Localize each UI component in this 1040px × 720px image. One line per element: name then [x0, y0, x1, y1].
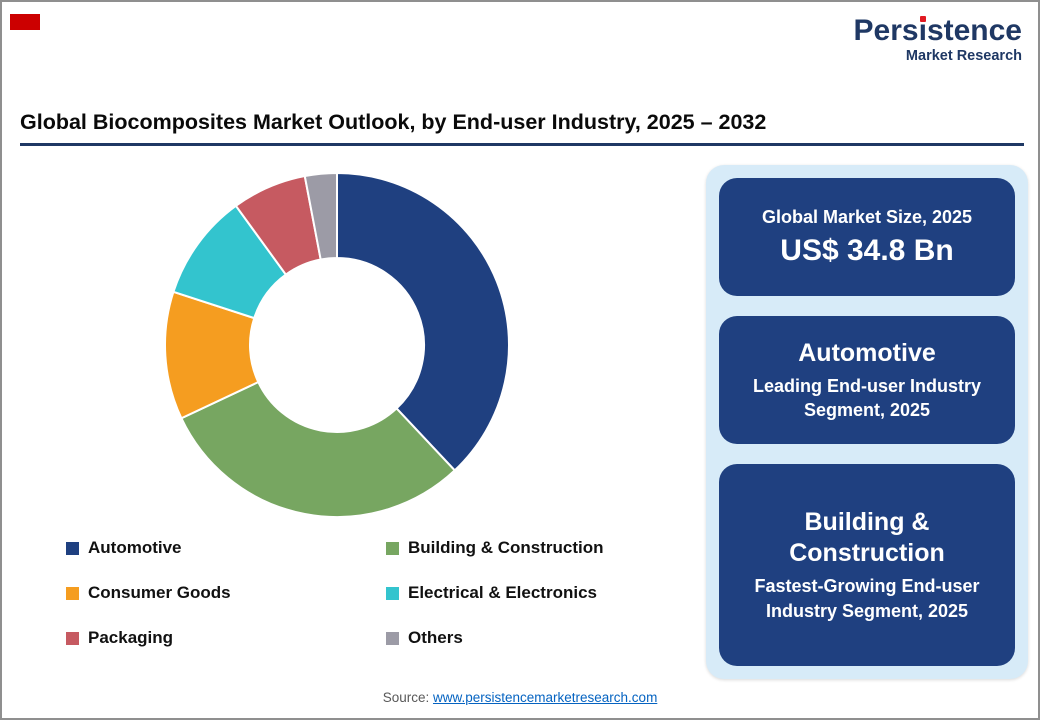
donut-chart: [164, 171, 510, 518]
title-underline: [20, 143, 1024, 146]
card-leading-segment-subtitle: Leading End-user Industry Segment, 2025: [752, 375, 982, 421]
logo-tagline: Market Research: [905, 48, 1022, 64]
card-fastest-growing-subtitle: Fastest-Growing End-user Industry Segmen…: [754, 576, 980, 621]
card-market-size-value: US$ 34.8 Bn: [780, 233, 954, 267]
brand-logo: Persı stence Market Research: [854, 16, 1022, 64]
source-label: Source:: [382, 690, 430, 705]
legend-label: Packaging: [88, 628, 174, 647]
legend-item-others: Others: [386, 628, 656, 648]
legend-swatch-electrical-electronics: [386, 586, 399, 600]
highlights-panel: Global Market Size, 2025 US$ 34.8 Bn Aut…: [706, 165, 1028, 679]
card-fastest-growing-title: Building & Construction: [789, 507, 945, 568]
source-link[interactable]: www.persistencemarketresearch.com: [432, 690, 658, 705]
donut-segment-building-construction: [180, 380, 457, 518]
legend-item-building-construction: Building & Construction: [386, 538, 656, 558]
donut-segment-others: [303, 171, 338, 261]
source-line: Source: www.persistencemarketresearch.co…: [2, 690, 1038, 705]
legend-label: Automotive: [88, 538, 182, 557]
card-fastest-growing-segment: Building & Construction Fastest-Growing …: [719, 464, 1015, 666]
red-corner-mark: [10, 14, 40, 30]
legend-label: Building & Construction: [408, 538, 604, 557]
legend-item-automotive: Automotive: [66, 538, 386, 558]
card-market-size: Global Market Size, 2025 US$ 34.8 Bn: [719, 178, 1015, 296]
legend-item-consumer-goods: Consumer Goods: [66, 583, 386, 603]
legend-label: Consumer Goods: [88, 583, 231, 602]
page-title: Global Biocomposites Market Outlook, by …: [20, 110, 767, 134]
card-market-size-title: Global Market Size, 2025: [761, 206, 973, 227]
legend-item-electrical-electronics: Electrical & Electronics: [386, 583, 656, 603]
legend-swatch-consumer-goods: [66, 586, 79, 600]
card-leading-segment: Automotive Leading End-user Industry Seg…: [719, 316, 1015, 444]
card-leading-segment-title: Automotive: [798, 338, 936, 367]
legend-swatch-others: [386, 631, 399, 645]
legend-swatch-automotive: [66, 541, 79, 555]
legend-label: Electrical & Electronics: [408, 583, 597, 602]
legend-swatch-building-construction: [386, 541, 399, 555]
logo-wordmark: Persı stence: [853, 14, 1022, 47]
legend-swatch-packaging: [66, 631, 79, 645]
logo-red-dot: [919, 16, 926, 22]
donut-segment-automotive: [336, 171, 510, 472]
chart-legend: Automotive Building & Construction Consu…: [66, 538, 656, 648]
legend-item-packaging: Packaging: [66, 628, 386, 648]
legend-label: Others: [408, 628, 463, 647]
